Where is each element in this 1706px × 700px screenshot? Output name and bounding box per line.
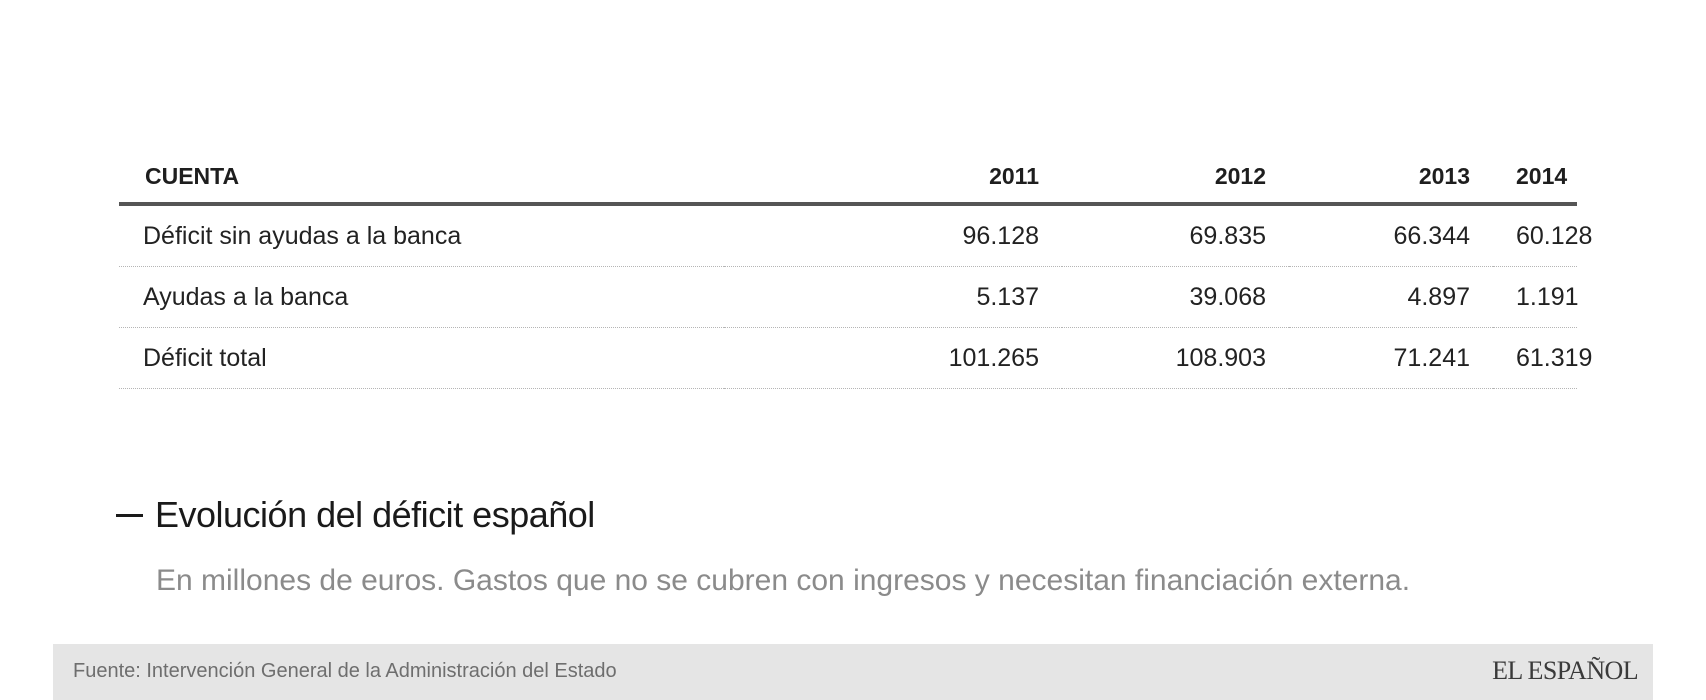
table-cell: 96.128 xyxy=(724,204,1062,267)
table-cell: 66.344 xyxy=(1289,204,1493,267)
table-row: Déficit sin ayudas a la banca 96.128 69.… xyxy=(119,204,1592,267)
chart-subtitle: En millones de euros. Gastos que no se c… xyxy=(156,564,1411,597)
data-table-container: CUENTA 2011 2012 2013 2014 Déficit sin a… xyxy=(119,150,1592,389)
table-cell: 101.265 xyxy=(724,327,1062,389)
chart-title-block: Evolución del déficit español xyxy=(116,494,1556,536)
deficit-table: CUENTA 2011 2012 2013 2014 Déficit sin a… xyxy=(119,150,1592,389)
table-cell: 61.319 xyxy=(1493,327,1592,389)
table-header-row: CUENTA 2011 2012 2013 2014 xyxy=(119,150,1577,206)
title-dash-icon xyxy=(116,513,143,517)
table-cell: 4.897 xyxy=(1289,266,1493,328)
column-header-2011: 2011 xyxy=(724,150,1062,206)
table-cell: 5.137 xyxy=(724,266,1062,328)
footer-bar: Fuente: Intervención General de la Admin… xyxy=(53,644,1653,700)
chart-title: Evolución del déficit español xyxy=(116,494,1556,536)
column-header-2013: 2013 xyxy=(1289,150,1493,206)
table-cell: 108.903 xyxy=(1062,327,1289,389)
table-row: Ayudas a la banca 5.137 39.068 4.897 1.1… xyxy=(119,266,1579,328)
column-header-2012: 2012 xyxy=(1062,150,1289,206)
source-note: Fuente: Intervención General de la Admin… xyxy=(73,660,617,682)
chart-title-text: Evolución del déficit español xyxy=(155,494,595,535)
row-label: Déficit sin ayudas a la banca xyxy=(119,204,724,267)
table-cell: 71.241 xyxy=(1289,327,1493,389)
table-cell: 69.835 xyxy=(1062,204,1289,267)
table-cell: 39.068 xyxy=(1062,266,1289,328)
column-header-2014: 2014 xyxy=(1493,150,1577,206)
column-header-cuenta: CUENTA xyxy=(119,150,724,206)
table-cell: 1.191 xyxy=(1493,266,1579,328)
el-espanol-logo: EL ESPAÑOL xyxy=(1492,656,1639,685)
table-cell: 60.128 xyxy=(1493,204,1592,267)
row-label: Ayudas a la banca xyxy=(119,266,724,328)
table-row: Déficit total 101.265 108.903 71.241 61.… xyxy=(119,327,1592,389)
row-label: Déficit total xyxy=(119,327,724,389)
